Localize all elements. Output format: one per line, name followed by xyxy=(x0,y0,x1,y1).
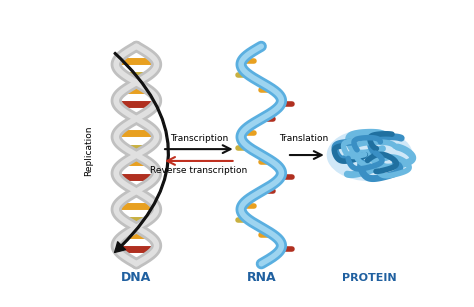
Ellipse shape xyxy=(327,129,413,181)
FancyArrowPatch shape xyxy=(114,52,169,252)
Text: Translation: Translation xyxy=(280,134,328,143)
Text: DNA: DNA xyxy=(121,271,152,285)
Text: RNA: RNA xyxy=(246,271,276,285)
Text: Transcription: Transcription xyxy=(170,134,228,143)
Text: Reverse transcription: Reverse transcription xyxy=(150,166,247,175)
Text: PROTEIN: PROTEIN xyxy=(342,273,397,283)
Text: Replication: Replication xyxy=(84,125,93,176)
